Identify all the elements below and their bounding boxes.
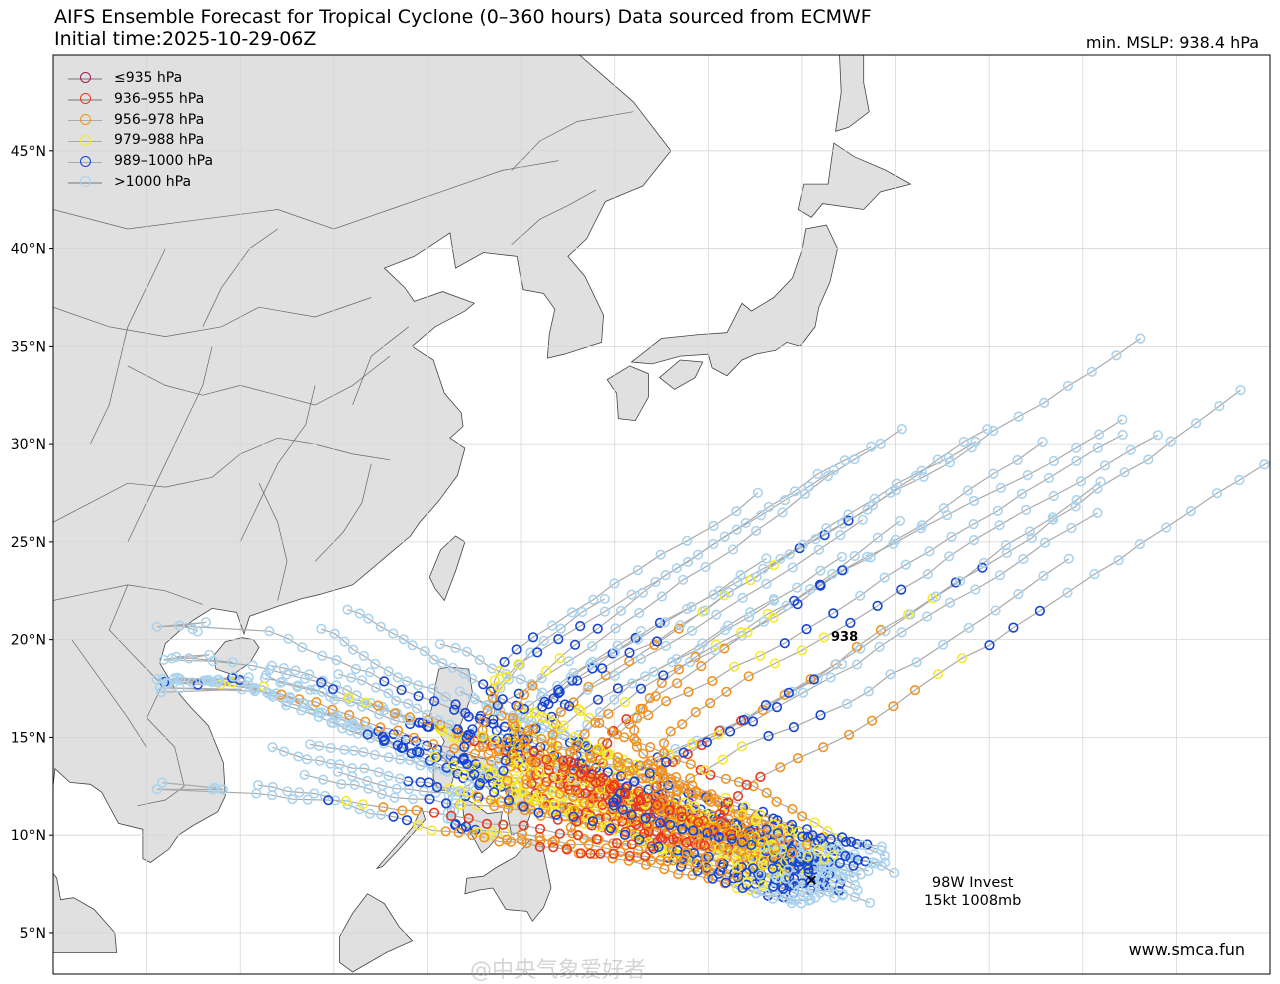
- lat-tick-label: 25°N: [11, 535, 46, 551]
- legend-marker-1: [66, 68, 104, 88]
- title-line-2: Initial time:2025-10-29-06Z: [54, 28, 872, 50]
- legend-marker-2: [66, 89, 104, 109]
- lat-tick-label: 5°N: [20, 926, 46, 942]
- min-pressure-marker-label: 938: [831, 630, 858, 645]
- lat-tick-label: 40°N: [11, 242, 46, 258]
- lat-tick-label: 35°N: [11, 339, 46, 355]
- lat-tick-label: 45°N: [11, 144, 46, 160]
- legend-label-4: 979–988 hPa: [114, 130, 204, 151]
- legend-label-6: >1000 hPa: [114, 172, 191, 193]
- legend-marker-4: [66, 131, 104, 151]
- min-mslp-label: min. MSLP: 938.4 hPa: [1086, 33, 1259, 52]
- legend-entry-4: 979–988 hPa: [66, 130, 213, 151]
- lat-tick-label: 15°N: [11, 730, 46, 746]
- invest-label: 98W Invest 15kt 1008mb: [924, 874, 1021, 910]
- credit-url: www.smca.fun: [1129, 940, 1245, 959]
- lat-tick-label: 20°N: [11, 633, 46, 649]
- legend-label-1: ≤935 hPa: [114, 68, 182, 89]
- lat-tick-label: 10°N: [11, 828, 46, 844]
- chart-title: AIFS Ensemble Forecast for Tropical Cycl…: [54, 6, 872, 50]
- legend-marker-5: [66, 152, 104, 172]
- legend-entry-6: >1000 hPa: [66, 172, 213, 193]
- legend-entry-3: 956–978 hPa: [66, 110, 213, 131]
- invest-name: 98W Invest: [924, 874, 1021, 892]
- title-line-1: AIFS Ensemble Forecast for Tropical Cycl…: [54, 6, 872, 28]
- legend-label-3: 956–978 hPa: [114, 110, 204, 131]
- legend-entry-2: 936–955 hPa: [66, 89, 213, 110]
- legend-label-2: 936–955 hPa: [114, 89, 204, 110]
- watermark: @中央气象爱好者: [470, 952, 646, 984]
- legend-marker-6: [66, 172, 104, 192]
- pressure-legend: ≤935 hPa 936–955 hPa 956–978 hPa 979–988…: [66, 68, 213, 193]
- legend-label-5: 989–1000 hPa: [114, 151, 213, 172]
- invest-intensity: 15kt 1008mb: [924, 892, 1021, 910]
- legend-entry-1: ≤935 hPa: [66, 68, 213, 89]
- legend-marker-3: [66, 110, 104, 130]
- lat-tick-label: 30°N: [11, 437, 46, 453]
- legend-entry-5: 989–1000 hPa: [66, 151, 213, 172]
